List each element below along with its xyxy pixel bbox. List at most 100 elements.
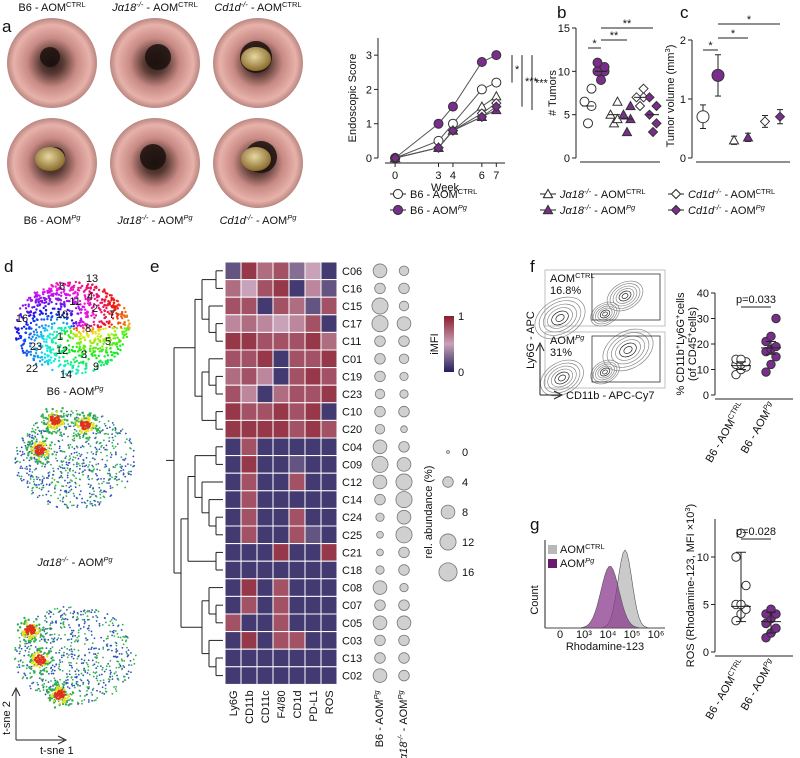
data-point [766,331,776,342]
density-point [54,692,57,695]
density-point [52,470,55,473]
density-point [35,627,38,630]
density-point [87,475,90,477]
density-point [45,427,48,430]
heatmap-cell [240,472,258,492]
heatmap-cell [256,525,274,545]
density-point [68,425,71,428]
tsne-point [105,351,109,354]
data-point [476,111,488,123]
density-point [98,448,101,451]
density-point [84,654,86,656]
tsne-point [21,349,25,353]
density-point [91,699,93,702]
density-point [81,699,83,702]
density-point [70,676,73,679]
density-point [32,445,36,449]
density-point [72,473,74,476]
text-part: AOM [560,558,585,570]
axis-label: Ly6G - APC [525,311,537,369]
density-point [95,661,98,663]
density-point [88,651,91,654]
density-point [60,689,63,692]
density-point [50,650,53,653]
tsne-point [72,284,76,287]
tsne-point [36,334,39,337]
tsne-point [39,330,43,334]
density-point [33,483,36,485]
data-point [731,552,741,562]
tsne-point [86,314,89,318]
density-point [105,665,108,668]
density-point [102,681,105,684]
y-tick-label: 20 [697,339,709,351]
density-point [95,432,98,435]
density-point [45,617,48,620]
density-point [79,446,82,449]
tsne-point [71,365,74,368]
cluster-label: 14 [60,369,72,381]
panel-letter: g [530,515,539,534]
y-axis-label: ROS (Rhodamine-123, MFI ×103) [683,504,698,667]
cluster-label: 7 [109,309,115,321]
tsne-point [50,322,54,326]
density-point [87,701,90,703]
density-point [130,664,133,667]
tsne-point [79,317,83,320]
tsne-point [125,329,128,332]
density-point [36,496,39,499]
tsne-point [79,361,83,364]
tsne-point [77,321,81,325]
tsne-point [93,350,97,353]
tsne-point [69,329,73,333]
density-point [106,649,109,651]
tsne-point [50,338,54,341]
density-point [41,441,45,445]
tsne-point [75,368,78,371]
density-point [88,414,92,417]
density-point [30,665,33,668]
tsne-point [84,350,88,353]
density-point [115,619,118,621]
density-point [116,432,119,435]
tsne-point [45,329,49,332]
density-point [59,499,62,502]
density-point [105,691,108,693]
density-point [31,434,34,437]
density-point [73,648,76,651]
density-point [91,493,93,496]
data-point [586,83,597,94]
density-point [70,410,73,413]
density-point [73,495,76,497]
heatmap-cell [240,296,258,316]
heatmap-cell [288,419,306,439]
density-point [127,473,130,476]
abundance-bubble [372,439,388,455]
heatmap-cell [256,367,274,386]
endoscopy-lumen [140,144,166,170]
density-point [110,671,112,674]
density-point [72,616,74,619]
density-point [128,470,130,473]
density-point [65,484,68,487]
tsne-point [69,331,73,335]
tsne-point [42,296,46,300]
density-point [112,424,115,426]
density-point [100,673,103,676]
tsne-point [83,294,86,297]
density-point [96,616,99,619]
density-point [75,639,77,641]
axis-arrow [535,341,564,400]
tsne-point [77,354,81,357]
density-point [87,648,90,651]
tsne-point [103,300,106,303]
tsne-point [44,312,48,316]
heatmap-cell [304,560,322,580]
density-point [93,647,96,650]
heatmap-cell [320,490,338,509]
density-point [30,661,34,665]
density-point [53,640,56,643]
density-point [66,482,69,484]
axis-label: Rhodamine-123 [566,641,644,653]
tsne-point [99,308,102,311]
